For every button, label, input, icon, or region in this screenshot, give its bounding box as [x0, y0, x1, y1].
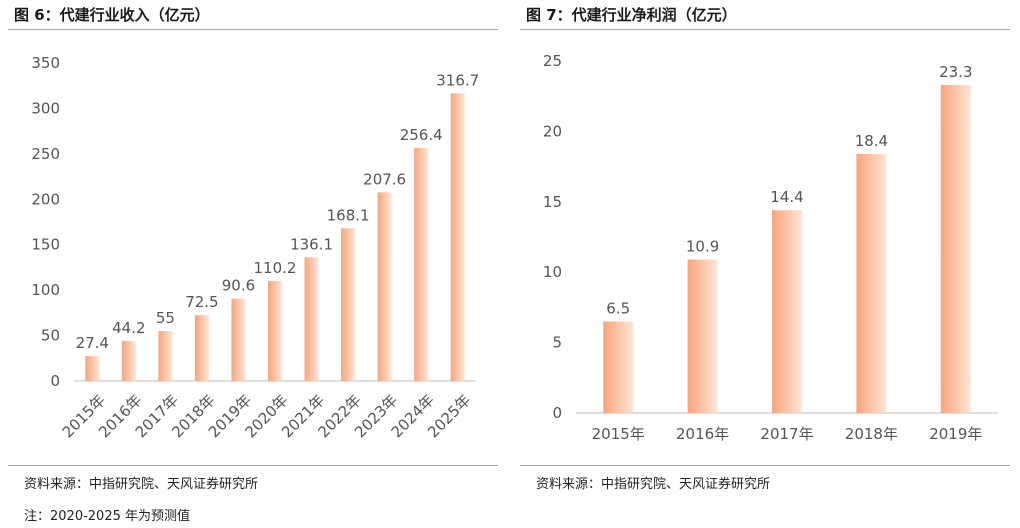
y-tick-label: 0 — [552, 404, 562, 422]
y-tick-label: 250 — [31, 145, 60, 163]
bar-2015年 — [603, 321, 634, 413]
data-label: 316.7 — [436, 71, 479, 89]
y-tick-label: 25 — [543, 52, 562, 70]
data-label: 72.5 — [185, 293, 218, 311]
data-label: 44.2 — [112, 319, 145, 337]
data-label: 90.6 — [222, 277, 255, 295]
revenue-bar-chart: 05010015020025030035027.42015年44.22016年5… — [31, 54, 479, 441]
y-tick-label: 150 — [31, 236, 60, 254]
bar-2020年 — [268, 280, 282, 381]
source-rule — [8, 465, 498, 466]
data-label: 18.4 — [855, 132, 888, 150]
source-rule — [520, 465, 1010, 466]
bar-2022年 — [341, 228, 356, 381]
data-label: 110.2 — [254, 259, 297, 277]
x-tick-label: 2018年 — [845, 425, 898, 443]
forecast-note: 注：2020-2025 年为预测值 — [24, 509, 190, 524]
bar-2016年 — [687, 259, 718, 413]
x-tick-label: 2017年 — [760, 425, 813, 443]
bar-2017年 — [772, 210, 802, 413]
data-label: 55 — [156, 309, 175, 327]
y-tick-label: 5 — [552, 334, 562, 352]
y-tick-label: 300 — [31, 99, 60, 117]
bar-2019年 — [231, 298, 246, 381]
bar-2017年 — [158, 331, 173, 381]
x-tick-label: 2016年 — [676, 425, 729, 443]
bar-2018年 — [856, 153, 887, 414]
data-label: 207.6 — [363, 170, 406, 188]
bar-2025年 — [450, 93, 465, 381]
x-tick-label: 2015年 — [592, 425, 645, 443]
source-text: 资料来源：中指研究院、天风证券研究所 — [536, 477, 771, 492]
figure-title: 图 6：代建行业收入（亿元） — [14, 6, 210, 24]
bar-2023年 — [377, 192, 392, 381]
title-rule — [8, 29, 498, 30]
title-rule — [520, 29, 1010, 30]
data-label: 168.1 — [327, 206, 370, 224]
data-label: 256.4 — [400, 126, 443, 144]
bar-2019年 — [940, 84, 971, 413]
bar-2016年 — [121, 340, 136, 381]
data-label: 6.5 — [606, 299, 630, 317]
data-label: 27.4 — [76, 334, 109, 352]
y-tick-label: 15 — [543, 193, 562, 211]
figure-title: 图 7：代建行业净利润（亿元） — [526, 6, 737, 24]
x-tick-label: 2019年 — [929, 425, 982, 443]
y-tick-label: 350 — [31, 54, 60, 72]
y-tick-label: 20 — [543, 122, 562, 140]
net-profit-bar-chart: 0 5 10 15 20 25 6.5 2015年 10.9 2016年 14.4 2017年 18.4… — [543, 52, 998, 443]
data-label: 23.3 — [939, 63, 972, 81]
data-label: 136.1 — [290, 235, 333, 253]
data-label: 10.9 — [686, 238, 719, 256]
bar-2018年 — [194, 315, 209, 381]
y-tick-label: 0 — [50, 372, 60, 390]
y-tick-label: 50 — [41, 327, 60, 345]
bar-2024年 — [414, 148, 429, 381]
bar-2021年 — [304, 257, 319, 381]
source-text: 资料来源：中指研究院、天风证券研究所 — [24, 477, 259, 492]
y-tick-label: 10 — [543, 263, 562, 281]
bar-2015年 — [85, 356, 100, 381]
data-label: 14.4 — [770, 188, 803, 206]
y-tick-label: 200 — [31, 190, 60, 208]
y-tick-label: 100 — [31, 281, 60, 299]
